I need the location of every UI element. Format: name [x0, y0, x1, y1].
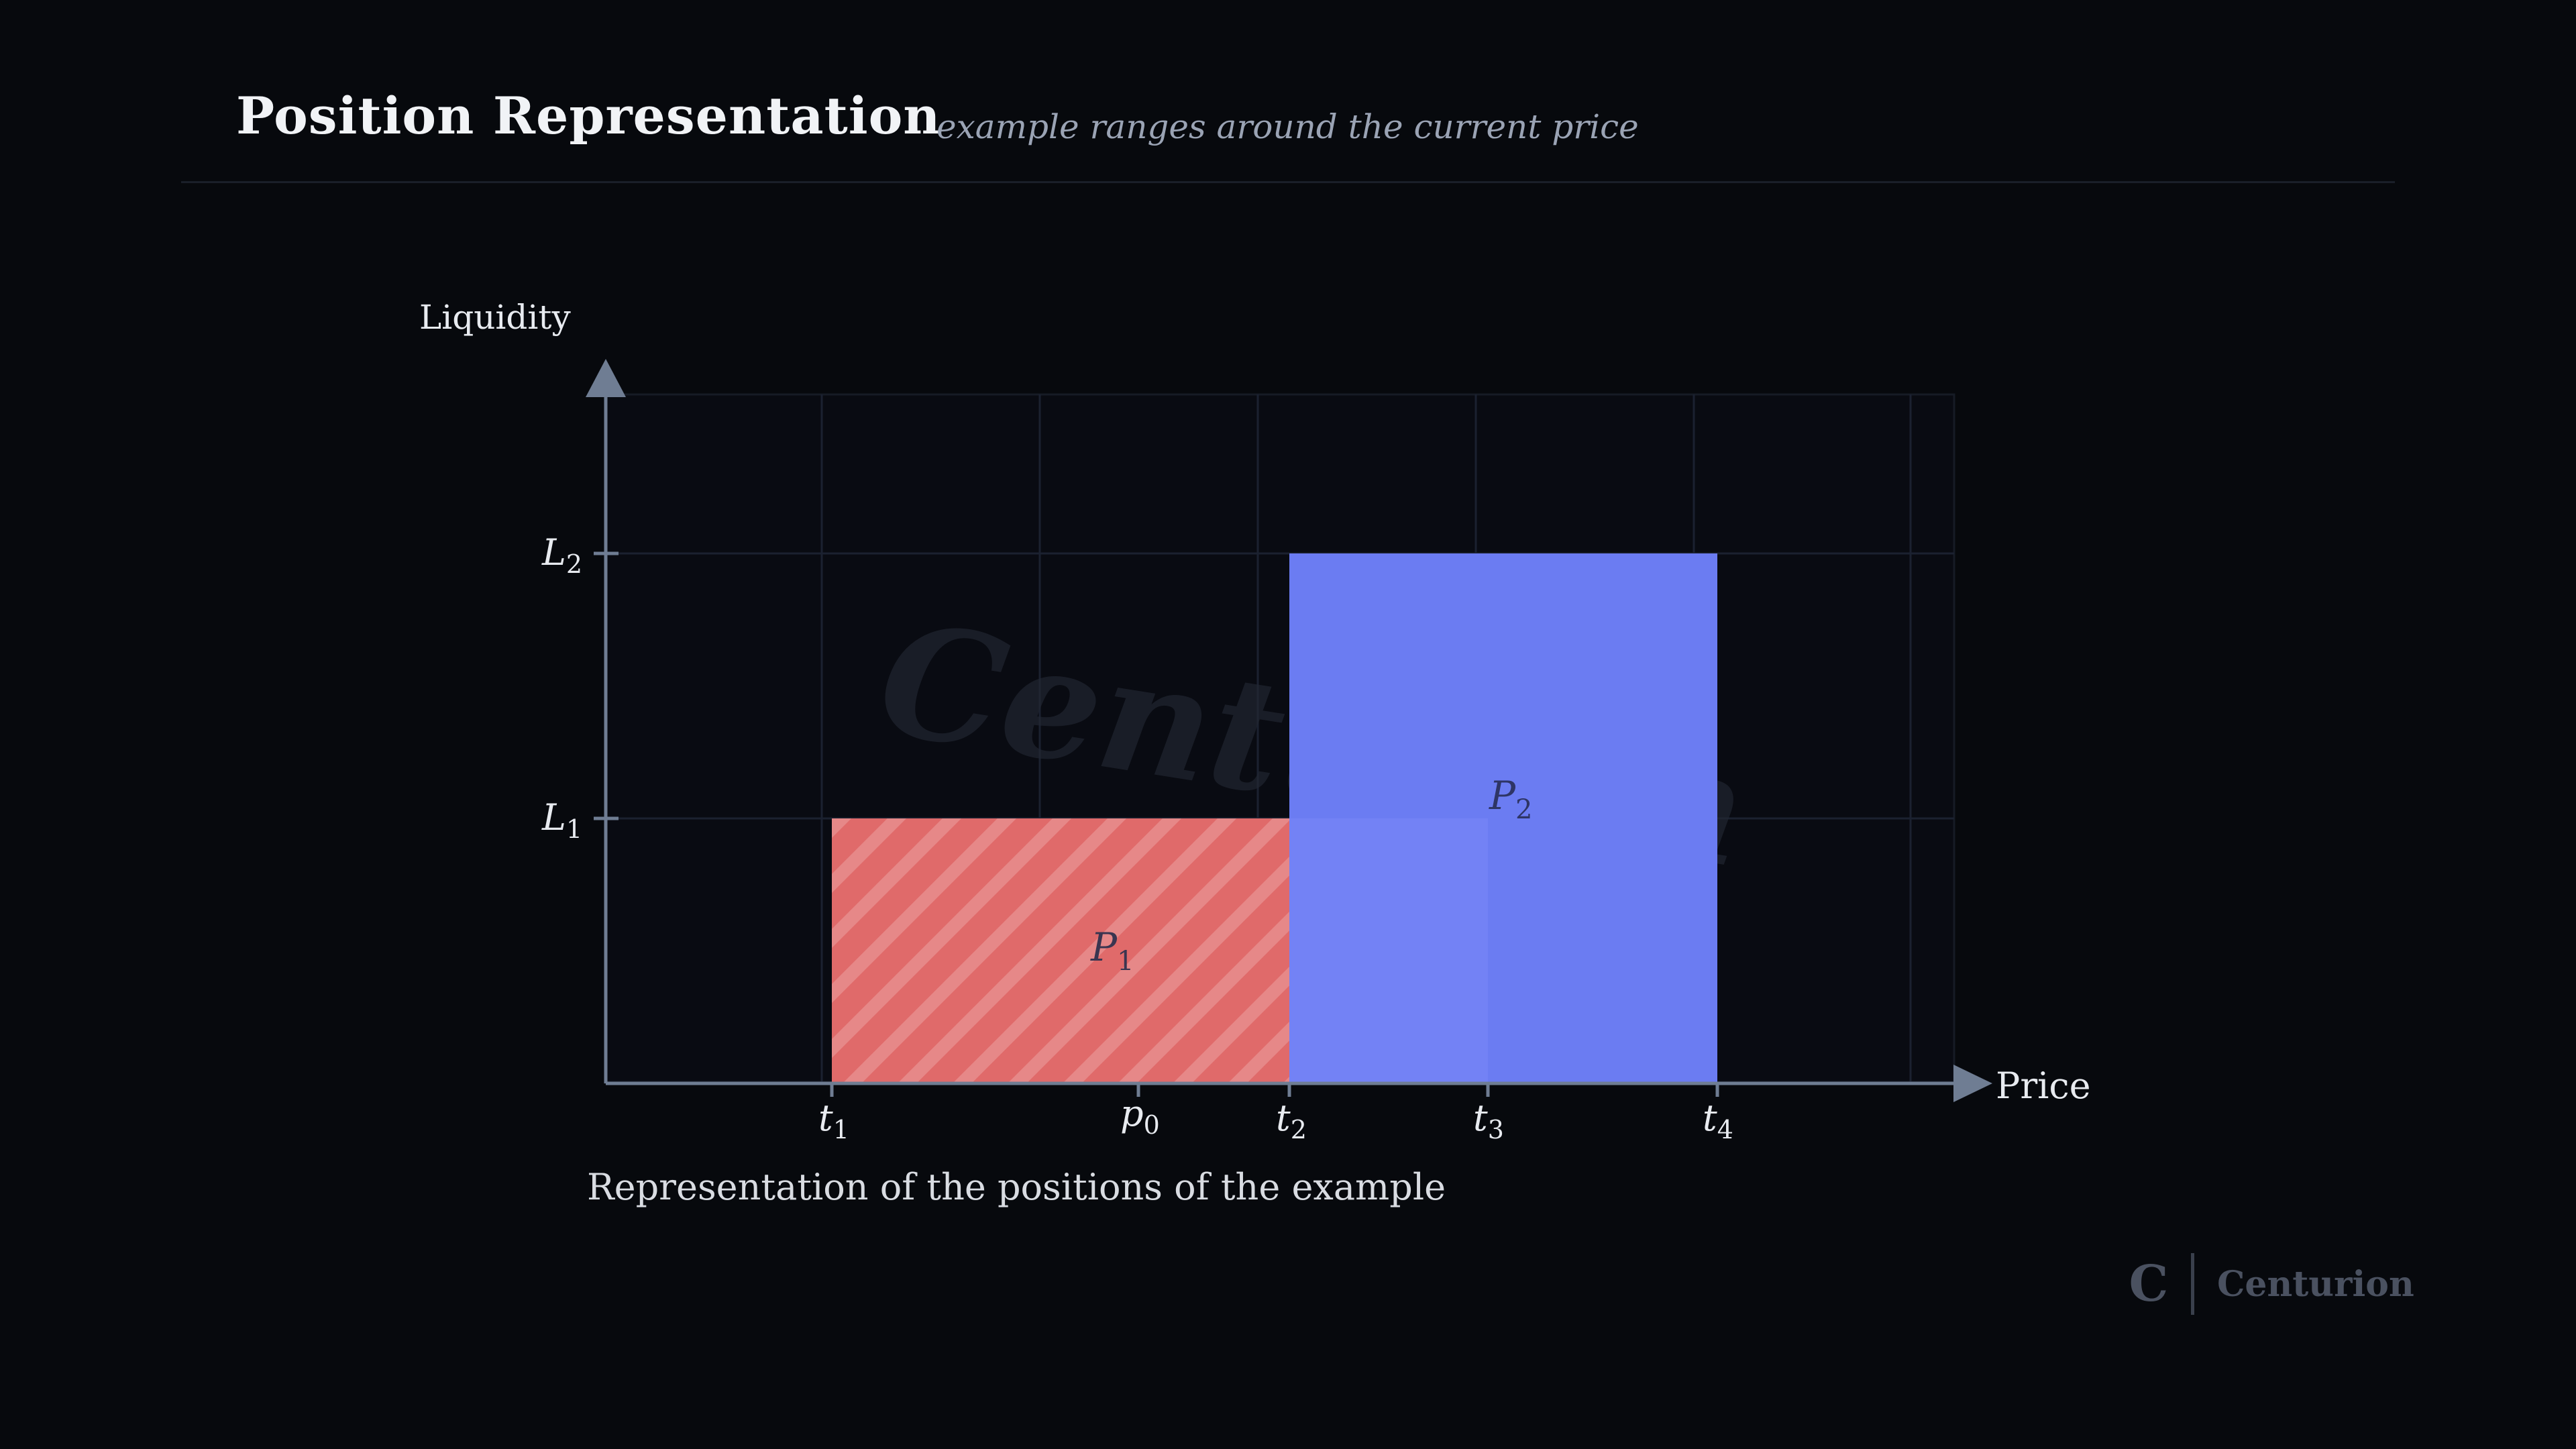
position-p1-label: P1: [1090, 924, 1134, 977]
y-tick-l1: L1: [541, 796, 582, 844]
y-axis-arrow-icon: [586, 359, 626, 397]
page-subtitle: example ranges around the current price: [936, 107, 1639, 146]
brand-footer: C Centurion: [2125, 1253, 2414, 1315]
x-tick-t1: t1: [818, 1097, 849, 1144]
x-tick-p0: p0: [1120, 1092, 1160, 1140]
position-p2-label: P2: [1489, 773, 1532, 825]
position-p2-region: [1289, 553, 1717, 1083]
header-divider: [181, 181, 2395, 183]
axes: [594, 396, 1955, 1097]
x-axis-label: Price: [1996, 1065, 2091, 1107]
position-p1-region: [832, 818, 1289, 1083]
brand-logo: C: [2129, 1255, 2169, 1313]
y-tick-l2: L2: [541, 531, 582, 579]
x-tick-t4: t4: [1703, 1097, 1733, 1144]
x-axis-arrow-icon: [1953, 1065, 1992, 1102]
x-tick-t2: t2: [1276, 1097, 1307, 1144]
figure-caption: Representation of the positions of the e…: [587, 1166, 1446, 1208]
x-tick-t3: t3: [1473, 1097, 1504, 1144]
brand-divider: [2191, 1253, 2194, 1315]
page-title: Position Representation: [236, 86, 941, 146]
brand-name: Centurion: [2217, 1263, 2414, 1305]
y-axis-label: Liquidity: [419, 298, 571, 337]
